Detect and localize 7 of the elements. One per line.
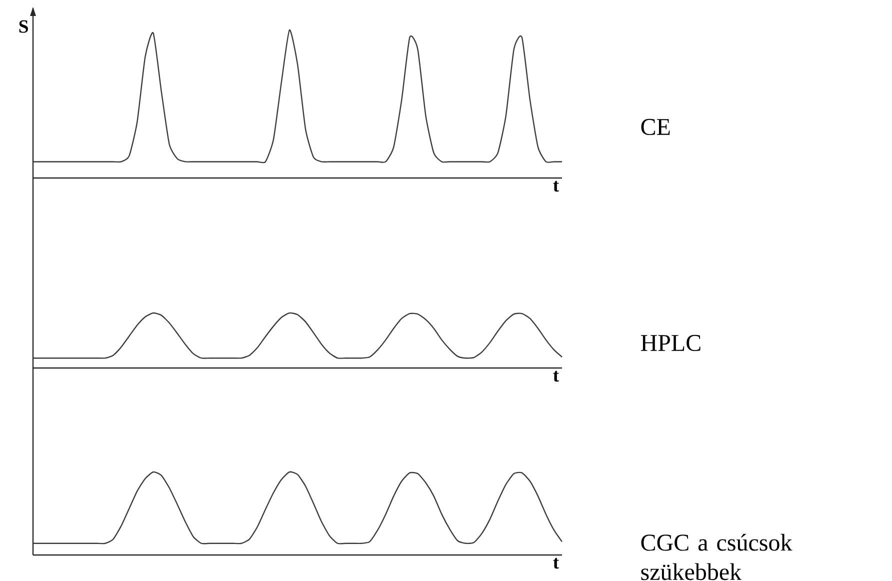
y-axis-title: S (19, 20, 28, 33)
text: CGC a csúcsok szükebbek (641, 534, 792, 580)
x-axis-title: t (553, 180, 559, 192)
text: HPLC (640, 334, 700, 352)
x-axis-title: t (553, 370, 559, 382)
text: CE (641, 118, 670, 136)
x-axis-title: t (553, 558, 559, 569)
